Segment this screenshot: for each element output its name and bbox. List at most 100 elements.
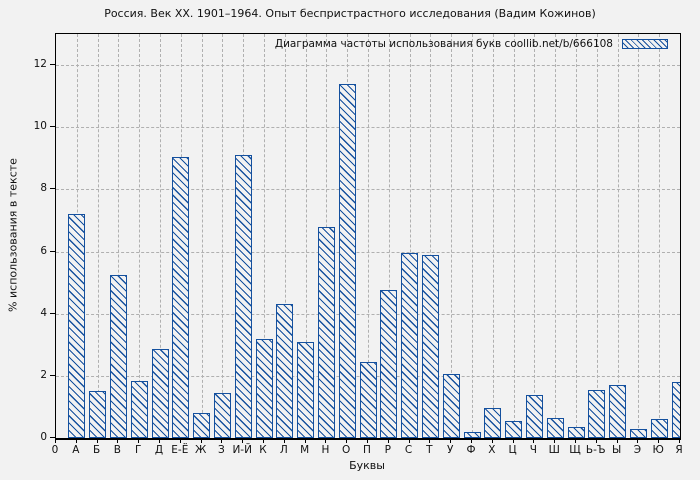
x-tick-label-Т: Т [426, 444, 433, 456]
bar-З [213, 392, 231, 438]
x-tick-mark [117, 439, 119, 443]
x-tick-label-С: С [404, 444, 413, 456]
x-tick-mark [491, 439, 493, 443]
x-tick-mark [179, 439, 181, 443]
x-tick-mark [658, 439, 660, 443]
x-tick-label-П: П [363, 444, 371, 456]
bar-Ц [505, 420, 523, 438]
y-tick-mark [50, 437, 55, 438]
bar-Н [317, 226, 335, 438]
v-gridline-17 [409, 34, 411, 438]
x-tick-mark [575, 439, 576, 443]
v-gridline-29 [659, 34, 661, 438]
v-gridline-20 [472, 34, 473, 438]
v-gridline-8 [222, 34, 224, 438]
v-gridline-22 [513, 34, 515, 438]
bar-В [109, 274, 127, 438]
x-tick-mark [283, 439, 285, 443]
bar-У [442, 374, 460, 438]
y-tick-label-4: 4 [40, 306, 47, 319]
chart-title: Россия. Век XX. 1901–1964. Опыт бесприст… [104, 7, 596, 20]
y-tick-label-2: 2 [40, 368, 47, 381]
v-gridline-28 [638, 34, 640, 438]
x-tick-mark [450, 439, 452, 443]
legend-hatch-swatch [622, 39, 668, 49]
x-tick-mark [138, 439, 140, 443]
x-tick-label-В: В [113, 444, 121, 456]
x-tick-mark [346, 439, 348, 443]
x-tick-mark [512, 439, 514, 443]
y-tick-label-6: 6 [40, 244, 47, 257]
bar-О [338, 83, 356, 438]
x-tick-mark [304, 439, 306, 443]
x-tick-mark [221, 439, 223, 443]
x-tick-mark [533, 439, 535, 443]
x-tick-mark [637, 439, 639, 443]
bar-Е-Ё [172, 156, 190, 438]
plot-area: Диаграмма частоты использования букв coo… [55, 33, 681, 440]
x-tick-mark [387, 439, 389, 443]
y-tick-label-12: 12 [33, 58, 47, 71]
x-tick-label-А: А [72, 444, 80, 456]
x-tick-label-Д: Д [154, 444, 164, 456]
x-tick-mark [55, 439, 56, 443]
x-tick-label-Ы: Ы [611, 444, 622, 456]
bar-Э [629, 428, 647, 438]
x-tick-label-Р: Р [384, 444, 391, 456]
bar-Х [484, 408, 502, 438]
x-tick-label-О: О [342, 444, 351, 456]
x-tick-label-Ф: Ф [466, 444, 476, 456]
bar-Д [151, 349, 169, 438]
v-gridline-24 [555, 34, 557, 438]
x-tick-label-Г: Г [134, 444, 142, 456]
x-tick-label-Е-Ё: Е-Ё [171, 444, 189, 456]
bar-Б [89, 391, 107, 438]
bar-С [401, 253, 419, 438]
v-gridline-4 [139, 34, 141, 438]
x-tick-mark [595, 439, 597, 443]
x-tick-label-Н: Н [321, 444, 330, 456]
v-gridline-11 [284, 34, 286, 438]
bar-Л [276, 304, 294, 438]
y-tick-mark [50, 374, 55, 376]
y-tick-mark [50, 312, 55, 314]
v-gridline-15 [368, 34, 369, 438]
x-tick-mark [554, 439, 556, 443]
bar-Ь-Ъ [588, 389, 606, 438]
y-axis-label: % использования в тексте [6, 158, 20, 312]
v-gridline-3 [118, 34, 120, 438]
v-gridline-23 [534, 34, 536, 438]
x-tick-label-К: К [259, 444, 267, 456]
bar-Ш [546, 417, 564, 438]
bar-К [255, 338, 273, 438]
bar-Т [421, 254, 439, 438]
y-tick-mark [50, 188, 55, 190]
legend: Диаграмма частоты использования букв coo… [275, 38, 668, 50]
v-gridline-19 [451, 34, 453, 438]
x-tick-label-Э: Э [633, 444, 642, 456]
x-tick-label-М: М [300, 444, 310, 456]
x-tick-label-Ч: Ч [529, 444, 537, 456]
x-tick-label-И-Й: И-Й [232, 444, 252, 456]
x-tick-label-Я: Я [675, 444, 683, 456]
bar-Ж [193, 413, 211, 438]
x-tick-label-Б: Б [92, 444, 101, 456]
x-tick-mark [200, 439, 202, 443]
bar-Ы [609, 385, 627, 438]
x-tick-mark [408, 439, 410, 443]
bar-Ф [463, 431, 481, 438]
bar-Ч [525, 394, 543, 438]
bar-Щ [567, 427, 585, 438]
legend-label: Диаграмма частоты использования букв coo… [274, 38, 613, 50]
bar-Г [130, 380, 148, 438]
x-tick-mark [429, 439, 431, 443]
y-tick-mark [50, 250, 55, 252]
v-gridline-12 [305, 34, 307, 438]
x-tick-label-Х: Х [488, 444, 496, 456]
y-tick-mark [50, 64, 55, 66]
v-gridline-10 [264, 34, 265, 438]
v-gridline-2 [97, 34, 99, 438]
v-gridline-5 [160, 34, 161, 438]
x-tick-label-0: 0 [51, 444, 59, 456]
